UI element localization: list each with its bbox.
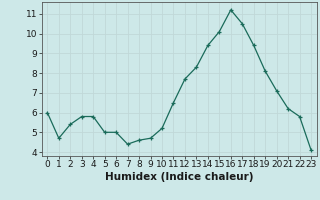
X-axis label: Humidex (Indice chaleur): Humidex (Indice chaleur) [105, 172, 253, 182]
